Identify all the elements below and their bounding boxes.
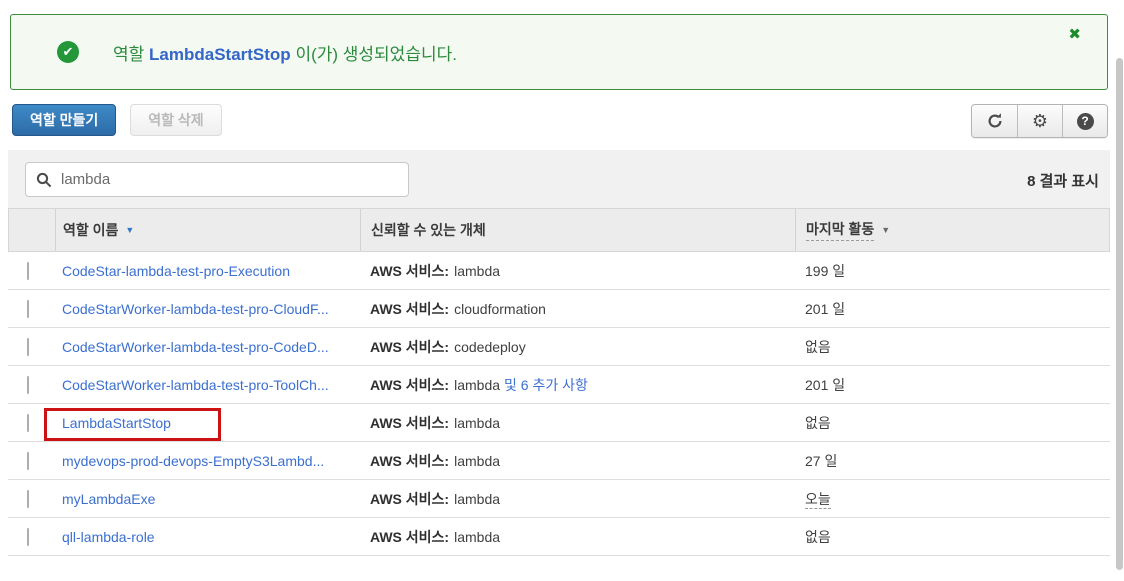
trusted-label: AWS 서비스:	[370, 376, 450, 393]
table-row: CodeStarWorker-lambda-test-pro-CodeD... …	[8, 328, 1110, 366]
check-circle-icon: ✔	[57, 41, 79, 63]
row-checkbox[interactable]	[27, 451, 29, 470]
trusted-label: AWS 서비스:	[370, 300, 450, 317]
delete-role-button[interactable]: 역할 삭제	[130, 104, 222, 136]
role-link[interactable]: LambdaStartStop	[62, 414, 171, 431]
search-icon	[36, 172, 52, 187]
banner-prefix: 역할	[113, 44, 145, 64]
role-link[interactable]: myLambdaExe	[62, 490, 156, 507]
trusted-label: AWS 서비스:	[370, 452, 450, 469]
row-checkbox[interactable]	[27, 375, 29, 394]
header-trusted-entities[interactable]: 신뢰할 수 있는 개체	[361, 209, 796, 251]
trusted-label: AWS 서비스:	[370, 490, 450, 507]
roles-panel: 8 결과 표시 역할 이름 ▼ 신뢰할 수 있는 개체 마지막 활동 ▼ Cod…	[8, 150, 1110, 556]
row-checkbox[interactable]	[27, 337, 29, 356]
table-row: CodeStarWorker-lambda-test-pro-CloudF...…	[8, 290, 1110, 328]
last-activity-value: 없음	[805, 338, 831, 355]
trusted-value: lambda	[454, 452, 501, 469]
header-role-name-label: 역할 이름	[63, 222, 119, 238]
trusted-value: cloudformation	[454, 300, 546, 317]
gear-icon: ⚙	[1031, 111, 1049, 131]
table-row: myLambdaExe AWS 서비스: lambda 오늘	[8, 480, 1110, 518]
role-link[interactable]: CodeStar-lambda-test-pro-Execution	[62, 262, 290, 279]
table-row: mydevops-prod-devops-EmptyS3Lambd... AWS…	[8, 442, 1110, 480]
last-activity-value: 없음	[805, 528, 831, 545]
refresh-button[interactable]	[972, 105, 1017, 137]
create-role-button[interactable]: 역할 만들기	[12, 104, 117, 136]
role-link[interactable]: CodeStarWorker-lambda-test-pro-CodeD...	[62, 338, 329, 355]
last-activity-value: 201 일	[805, 376, 846, 393]
row-checkbox[interactable]	[27, 527, 29, 546]
refresh-icon	[988, 113, 1001, 128]
header-checkbox-cell	[9, 209, 56, 251]
trusted-value: codedeploy	[454, 338, 526, 355]
search-box	[25, 162, 409, 197]
close-icon[interactable]: ✖	[1068, 26, 1081, 43]
vertical-scrollbar[interactable]	[1116, 58, 1123, 570]
help-button[interactable]: ?	[1062, 105, 1107, 137]
toolbar-icon-group: ⚙ ?	[971, 104, 1108, 138]
trusted-label: AWS 서비스:	[370, 338, 450, 355]
row-checkbox[interactable]	[27, 299, 29, 318]
last-activity-value: 오늘	[805, 490, 831, 509]
row-checkbox[interactable]	[27, 413, 29, 432]
row-checkbox[interactable]	[27, 261, 29, 280]
header-role-name[interactable]: 역할 이름 ▼	[56, 209, 361, 251]
table-row: qll-lambda-role AWS 서비스: lambda 없음	[8, 518, 1110, 556]
sort-icon: ▼	[881, 225, 891, 235]
role-link[interactable]: CodeStarWorker-lambda-test-pro-ToolCh...	[62, 376, 329, 393]
role-link[interactable]: qll-lambda-role	[62, 528, 155, 545]
table-row: CodeStarWorker-lambda-test-pro-ToolCh...…	[8, 366, 1110, 404]
role-link[interactable]: mydevops-prod-devops-EmptyS3Lambd...	[62, 452, 325, 469]
success-banner: ✔ 역할 LambdaStartStop 이(가) 생성되었습니다. ✖	[10, 14, 1108, 90]
row-checkbox[interactable]	[27, 489, 29, 508]
sort-desc-icon: ▼	[125, 225, 135, 235]
trusted-label: AWS 서비스:	[370, 414, 450, 431]
banner-role-link[interactable]: LambdaStartStop	[149, 44, 291, 64]
settings-button[interactable]: ⚙	[1017, 105, 1062, 137]
role-link[interactable]: CodeStarWorker-lambda-test-pro-CloudF...	[62, 300, 329, 317]
search-input[interactable]	[59, 170, 408, 189]
help-icon: ?	[1076, 112, 1094, 130]
last-activity-value: 27 일	[805, 452, 838, 469]
results-count: 8 결과 표시	[1027, 173, 1099, 190]
trusted-label: AWS 서비스:	[370, 262, 450, 279]
trusted-value: lambda	[454, 490, 501, 507]
last-activity-value: 없음	[805, 414, 831, 431]
trusted-value: lambda	[454, 414, 501, 431]
header-last-activity-label: 마지막 활동	[806, 219, 875, 241]
table-header: 역할 이름 ▼ 신뢰할 수 있는 개체 마지막 활동 ▼	[8, 208, 1110, 252]
trusted-extra-link[interactable]: 및 6 추가 사항	[504, 376, 588, 393]
trusted-value: lambda	[454, 262, 501, 279]
banner-suffix: 이(가) 생성되었습니다.	[295, 44, 457, 64]
header-trusted-entities-label: 신뢰할 수 있는 개체	[371, 222, 486, 238]
last-activity-value: 201 일	[805, 300, 846, 317]
header-last-activity[interactable]: 마지막 활동 ▼	[796, 209, 1109, 251]
trusted-label: AWS 서비스:	[370, 528, 450, 545]
banner-message: 역할 LambdaStartStop 이(가) 생성되었습니다.	[113, 40, 457, 65]
table-row: CodeStar-lambda-test-pro-Execution AWS 서…	[8, 252, 1110, 290]
trusted-value: lambda	[454, 528, 501, 545]
toolbar: 역할 만들기 역할 삭제 ⚙ ?	[12, 104, 1108, 138]
trusted-value: lambda	[454, 376, 501, 393]
search-bar: 8 결과 표시	[8, 150, 1110, 208]
last-activity-value: 199 일	[805, 262, 846, 279]
table-row-highlighted: LambdaStartStop AWS 서비스: lambda 없음	[8, 404, 1110, 442]
